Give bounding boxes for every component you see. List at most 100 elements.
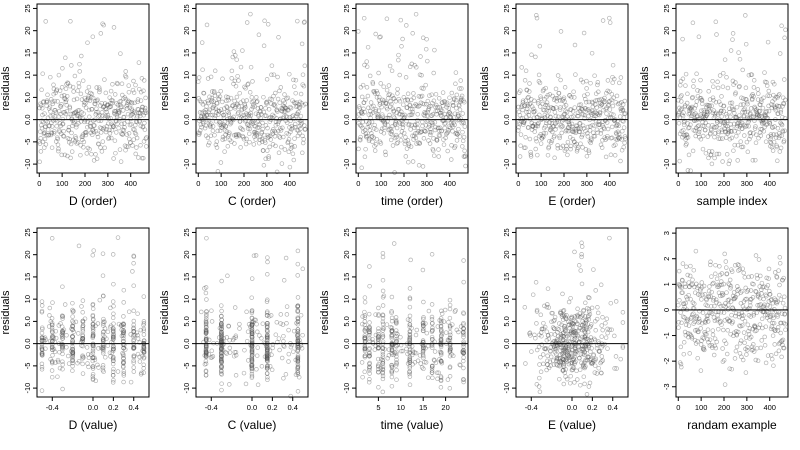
data-point — [244, 136, 249, 142]
data-point — [53, 139, 59, 144]
y-tick-label: -10 — [502, 159, 511, 170]
y-tick-label: 1 — [662, 282, 671, 286]
data-point — [45, 127, 51, 132]
data-point — [368, 100, 374, 105]
data-points — [516, 13, 628, 164]
y-tick-label: 15 — [502, 273, 511, 281]
data-point — [78, 152, 83, 158]
data-point — [95, 131, 100, 136]
x-tick-label: 0 — [676, 179, 680, 188]
data-point — [73, 109, 79, 115]
data-point — [693, 248, 699, 254]
data-point — [281, 333, 286, 339]
y-tick-label: 10 — [182, 71, 191, 79]
data-point — [90, 132, 95, 138]
x-tick-label: 0.2 — [267, 403, 277, 412]
data-point — [92, 98, 98, 104]
data-point — [533, 54, 538, 60]
data-point — [45, 119, 50, 125]
data-point — [233, 83, 239, 89]
data-point — [782, 35, 787, 41]
data-point — [361, 15, 367, 21]
data-point — [212, 68, 218, 74]
data-point — [90, 128, 95, 133]
data-point — [743, 13, 748, 18]
data-point — [442, 307, 448, 313]
data-point — [734, 104, 740, 110]
data-point — [395, 86, 400, 92]
data-point — [394, 125, 400, 131]
data-point — [277, 347, 282, 353]
data-point — [279, 144, 284, 150]
data-point — [562, 85, 568, 90]
data-point — [442, 125, 447, 131]
data-point — [284, 321, 289, 326]
data-point — [771, 363, 776, 368]
data-point — [783, 27, 788, 33]
y-tick-label: 10 — [23, 295, 32, 303]
data-point — [683, 71, 689, 77]
x-tick-label: 200 — [558, 179, 571, 188]
data-point — [705, 123, 711, 128]
data-point — [88, 120, 93, 126]
data-point — [266, 107, 272, 112]
data-point — [534, 347, 540, 353]
data-point — [91, 129, 97, 134]
data-point — [545, 353, 550, 359]
data-point — [98, 145, 103, 150]
y-axis-label: residuals — [319, 66, 331, 111]
data-point — [83, 129, 88, 135]
data-point — [356, 29, 361, 34]
data-point — [685, 91, 690, 97]
data-point — [420, 119, 425, 125]
data-point — [63, 111, 68, 117]
data-point — [447, 302, 453, 308]
data-point — [359, 94, 365, 100]
data-point — [723, 259, 729, 264]
data-point — [50, 113, 56, 118]
y-axis-label: residuals — [479, 66, 491, 111]
data-point — [255, 382, 261, 388]
data-point — [389, 294, 395, 300]
data-point — [234, 57, 239, 62]
data-point — [83, 101, 88, 106]
data-point — [97, 89, 102, 95]
y-tick-label: 5.0 — [182, 92, 191, 102]
x-tick-label: 0.4 — [608, 403, 618, 412]
data-point — [710, 281, 715, 287]
data-point — [358, 85, 364, 90]
data-point — [72, 73, 78, 79]
data-point — [295, 248, 301, 254]
data-point — [607, 107, 613, 112]
data-point — [620, 320, 626, 325]
data-point — [62, 96, 67, 101]
y-tick-label: 20 — [342, 27, 351, 35]
data-point — [119, 81, 125, 87]
data-point — [691, 267, 697, 273]
data-point — [436, 147, 441, 152]
data-point — [396, 57, 401, 63]
data-point — [247, 90, 253, 95]
data-point — [538, 141, 544, 146]
y-tick-label: 15 — [23, 273, 32, 281]
data-point — [78, 143, 83, 148]
data-point — [429, 314, 435, 320]
data-point — [295, 295, 301, 300]
data-point — [709, 161, 715, 167]
data-point — [714, 32, 719, 37]
x-axis-label: time (order) — [381, 194, 443, 208]
data-point — [460, 138, 466, 144]
data-point — [53, 335, 59, 341]
data-point — [91, 248, 96, 253]
data-point — [447, 95, 452, 100]
data-point — [102, 77, 107, 82]
data-point — [536, 72, 542, 78]
data-point — [596, 365, 601, 371]
data-point — [46, 133, 51, 138]
data-point — [123, 69, 128, 74]
data-point — [43, 19, 48, 24]
data-point — [55, 99, 60, 104]
data-point — [387, 63, 393, 69]
data-point — [684, 264, 689, 270]
data-point — [533, 280, 539, 285]
